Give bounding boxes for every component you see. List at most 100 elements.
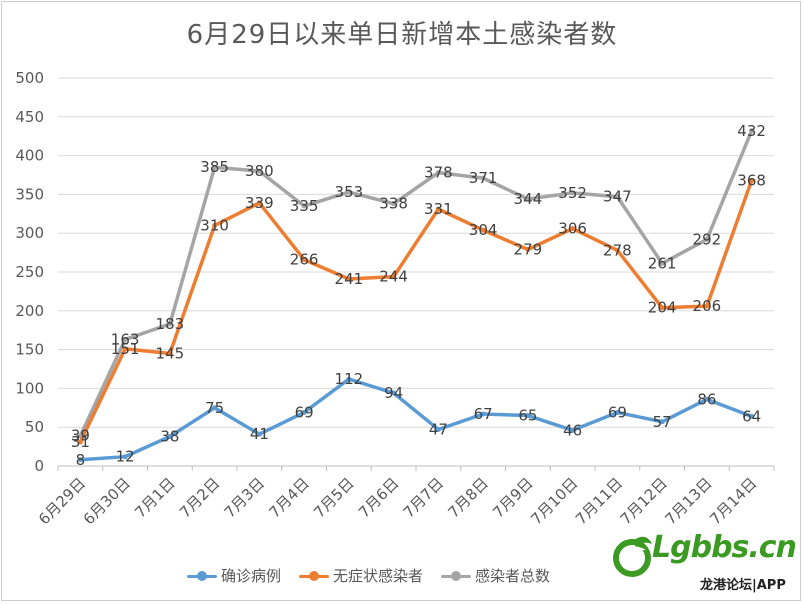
data-label: 31 [71,433,90,451]
data-label: 261 [648,254,677,272]
legend-swatch [187,570,217,582]
data-label: 279 [514,240,543,258]
data-point [122,337,128,343]
legend-item: 无症状感染者 [299,565,423,586]
data-label: 344 [514,190,543,208]
data-label: 41 [250,425,269,443]
x-tick-label: 7月13日 [662,474,716,528]
data-label: 46 [563,421,582,439]
data-label: 204 [648,299,677,317]
data-point [77,439,83,445]
y-tick-label: 250 [15,263,44,281]
lgbbs-logo-icon [613,536,652,577]
x-tick-label: 7月7日 [400,474,447,521]
x-tick-label: 7月6日 [355,474,402,521]
data-point [435,206,441,212]
data-label: 86 [697,390,716,408]
data-label: 371 [469,169,498,187]
series-line [78,129,754,438]
data-label: 65 [518,407,537,425]
y-tick-label: 300 [15,224,44,242]
y-tick-label: 400 [15,147,44,165]
y-tick-label: 100 [15,379,44,397]
x-tick-label: 7月4日 [266,474,313,521]
watermark-subtitle: 龙港论坛|APP [700,578,786,593]
data-point [167,321,173,327]
legend-label: 感染者总数 [475,567,551,585]
data-label: 378 [424,164,453,182]
data-point [749,413,755,419]
data-point [77,457,83,463]
data-point [346,276,352,282]
y-tick-label: 200 [15,302,44,320]
data-label: 380 [245,162,274,180]
data-point [212,164,218,170]
data-label: 339 [245,194,274,212]
data-point [570,427,576,433]
data-point [256,431,262,437]
data-point [256,200,262,206]
data-label: 304 [469,221,498,239]
series-line [78,178,754,444]
x-tick-label: 7月10日 [527,474,581,528]
data-point [391,274,397,280]
watermark-brand: Lgbbs.cn [652,530,797,565]
legend-swatch [299,570,330,582]
data-point [435,427,441,433]
data-label: 69 [608,403,627,421]
data-point [525,246,531,252]
data-label: 112 [335,370,364,388]
x-tick-label: 7月14日 [706,474,760,528]
data-point [122,454,128,460]
data-label: 368 [737,171,766,189]
data-point [614,194,620,200]
data-label: 151 [111,340,140,358]
y-tick-label: 0 [34,457,44,475]
gridlines [58,77,774,467]
data-label: 8 [76,451,86,469]
data-point [570,226,576,232]
data-point [704,303,710,309]
data-label: 353 [335,183,364,201]
data-label: 47 [429,421,448,439]
legend: 确诊病例 无症状感染者 感染者总数 [187,565,550,586]
x-tick-label: 7月8日 [445,474,492,521]
data-label: 292 [693,230,722,248]
data-point [391,201,397,207]
data-point [167,350,173,356]
data-label: 183 [156,315,185,333]
x-axis-ticks: 6月29日6月30日7月1日7月2日7月3日7月4日7月5日7月6日7月7日7月… [35,466,775,528]
data-label: 338 [379,195,408,213]
legend-swatch [441,570,472,582]
legend-label: 确诊病例 [221,567,282,585]
x-tick-label: 7月1日 [131,474,178,521]
data-point [122,346,128,352]
data-point [570,190,576,196]
data-label: 278 [603,241,632,259]
data-label: 38 [160,428,179,446]
data-label: 12 [116,448,135,466]
data-label: 69 [295,403,314,421]
data-point [525,196,531,202]
legend-item: 感染者总数 [441,565,550,586]
x-tick-label: 6月29日 [35,474,89,528]
data-point [256,168,262,174]
y-tick-label: 150 [15,341,44,359]
data-label: 39 [71,427,90,445]
y-tick-label: 350 [15,185,44,203]
x-tick-label: 7月2日 [176,474,223,521]
data-point [301,257,307,263]
data-label: 266 [290,251,319,269]
data-label: 244 [379,268,408,286]
y-tick-label: 450 [15,108,44,126]
y-tick-label: 50 [25,418,44,436]
legend-label: 无症状感染者 [333,567,424,585]
data-point [346,189,352,195]
data-point [212,222,218,228]
chart-title: 6月29日以来单日新增本土感染者数 [186,20,618,50]
data-label: 432 [737,122,766,140]
data-labels: 39 163 183 385 380 335 353 338 378 371 344 352 347 26… [71,122,766,469]
legend-item: 确诊病例 [187,565,281,586]
data-point [659,260,665,266]
